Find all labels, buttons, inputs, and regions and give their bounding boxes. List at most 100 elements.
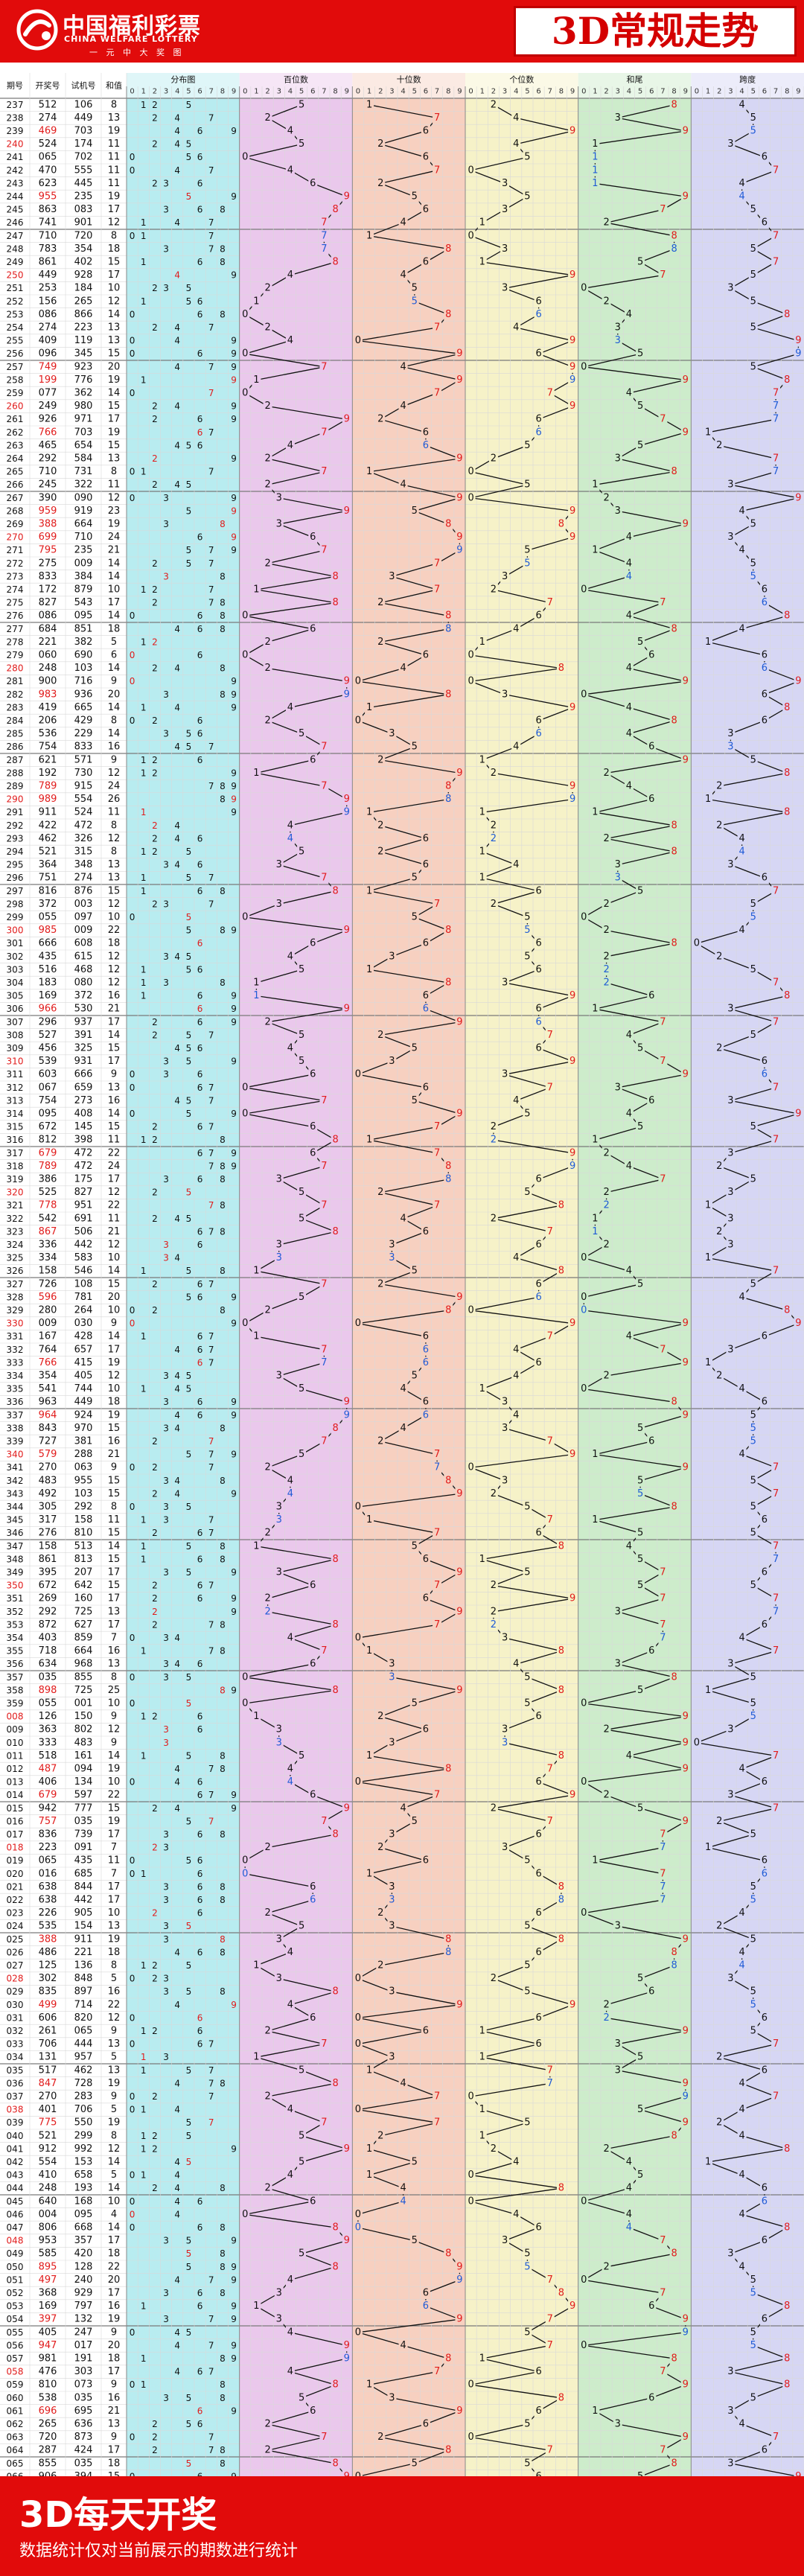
tens-point: 9 [456, 453, 462, 465]
units-point: 3 [502, 1842, 508, 1853]
sumtail-point: 2 [603, 1147, 609, 1158]
span-point: 3 [727, 1240, 733, 1251]
span-point: 4 [738, 99, 744, 110]
distribution-digit: 2 [152, 100, 158, 110]
hundreds-point: 4 [287, 1947, 293, 1958]
hundreds-point: 2 [264, 1907, 270, 1919]
span-point: 5 [750, 204, 756, 215]
tens-point: 0 [355, 2222, 361, 2234]
tens-point-bg [409, 2234, 419, 2247]
sumtail-point-bg [647, 989, 657, 1002]
units-point-bg [523, 924, 532, 937]
tens-point-bg [376, 819, 386, 832]
units-point-bg [534, 1016, 543, 1028]
tens-point: 1 [366, 2379, 372, 2391]
test-cell: 897 [74, 1986, 93, 1998]
units-point-bg [523, 2260, 532, 2273]
distribution-digit: 3 [163, 729, 169, 739]
tens-point-bg [421, 1409, 430, 1421]
logo-text: 中国福利彩票 [63, 13, 201, 39]
span-point: 6 [762, 2183, 768, 2194]
sumtail-point: 8 [671, 715, 677, 727]
span-point: 2 [716, 1226, 722, 1237]
distribution-digit: 0 [130, 1855, 135, 1866]
distribution-digit: 7 [208, 2117, 214, 2128]
units-point-bg [556, 1199, 566, 1212]
sumtail-point-bg [636, 1042, 645, 1054]
tens-point: 6 [423, 1357, 429, 1368]
issue-cell: 320 [7, 1187, 24, 1198]
hundreds-point-bg [342, 2339, 351, 2352]
hundreds-point: 8 [332, 1685, 338, 1696]
units-point-bg [534, 937, 543, 950]
sumtail-point: 0 [581, 689, 587, 700]
sum-cell: 22 [108, 1147, 121, 1158]
hundreds-point-bg [263, 662, 272, 675]
distribution-digit: 1 [141, 1266, 147, 1276]
issue-cell: 324 [7, 1240, 24, 1250]
span-point: 8 [784, 2143, 790, 2155]
draw-cell: 741 [39, 217, 57, 229]
units-point-bg [511, 2156, 521, 2168]
distribution-digit: 5 [186, 1921, 192, 1931]
hundreds-point-bg [263, 557, 272, 570]
units-point: 9 [570, 401, 575, 412]
test-cell: 810 [74, 1528, 93, 1539]
issue-cell: 312 [7, 1083, 24, 1093]
test-cell: 449 [74, 1397, 93, 1408]
distribution-digit: 9 [231, 545, 237, 555]
hundreds-point: 6 [310, 623, 316, 634]
distribution-digit: 8 [220, 571, 226, 581]
distribution-digit: 0 [130, 676, 135, 686]
sum-cell: 11 [108, 152, 121, 163]
span-point: 6 [762, 1514, 768, 1525]
units-point: 5 [524, 152, 530, 163]
test-cell: 668 [74, 2222, 93, 2234]
sumtail-point-bg [669, 622, 679, 635]
units-point: 3 [502, 204, 508, 215]
hundreds-point: 3 [276, 1933, 282, 1945]
issue-cell: 346 [7, 1528, 24, 1538]
test-cell: 844 [74, 1881, 93, 1893]
sumtail-point: 9 [683, 519, 689, 530]
units-point-bg [488, 1802, 498, 1814]
distribution-digit: 9 [231, 1685, 237, 1695]
sumtail-point: 9 [683, 2078, 689, 2089]
footer-banner: 3D每天开奖 数据统计仅对当前展示的期数进行统计 [0, 2476, 804, 2576]
sumtail-point: 4 [626, 571, 632, 582]
distribution-digit: 3 [163, 1672, 169, 1683]
tens-point-bg [421, 2300, 430, 2312]
units-point-bg [556, 518, 566, 530]
draw-cell: 672 [39, 1580, 57, 1591]
units-point-bg [466, 2431, 476, 2443]
hundreds-point: 5 [299, 2065, 304, 2076]
sumtail-point: 9 [683, 1409, 689, 1421]
hundreds-point: 8 [332, 1829, 338, 1840]
distribution-digit: 2 [152, 1607, 158, 1617]
units-point-bg [477, 2353, 487, 2365]
hundreds-point-bg [263, 1605, 272, 1618]
sum-cell: 18 [108, 623, 121, 634]
draw-cell: 223 [39, 1842, 57, 1853]
units-point-bg [511, 322, 521, 334]
distribution-digit: 8 [220, 1135, 226, 1145]
distribution-digit: 6 [197, 1017, 203, 1027]
units-point-bg [545, 2313, 555, 2326]
distribution-digit: 2 [152, 139, 158, 150]
units-point: 9 [570, 1318, 575, 1329]
units-point-bg [534, 295, 543, 307]
distribution-digit: 4 [174, 951, 180, 962]
span-point: 5 [750, 571, 756, 582]
test-cell: 035 [74, 2392, 93, 2403]
tens-point-bg [365, 806, 374, 819]
tens-point-bg [398, 360, 408, 373]
tens-point-bg [444, 1304, 453, 1316]
units-point: 5 [524, 191, 530, 203]
distribution-digit: 8 [220, 1947, 226, 1957]
sumtail-point: 2 [603, 217, 609, 229]
span-point: 5 [750, 1881, 756, 1893]
issue-cell: 035 [7, 2065, 24, 2076]
units-point-bg [545, 1081, 555, 1094]
digit-header-tens: 9 [457, 88, 462, 96]
span-point: 6 [762, 1069, 768, 1080]
